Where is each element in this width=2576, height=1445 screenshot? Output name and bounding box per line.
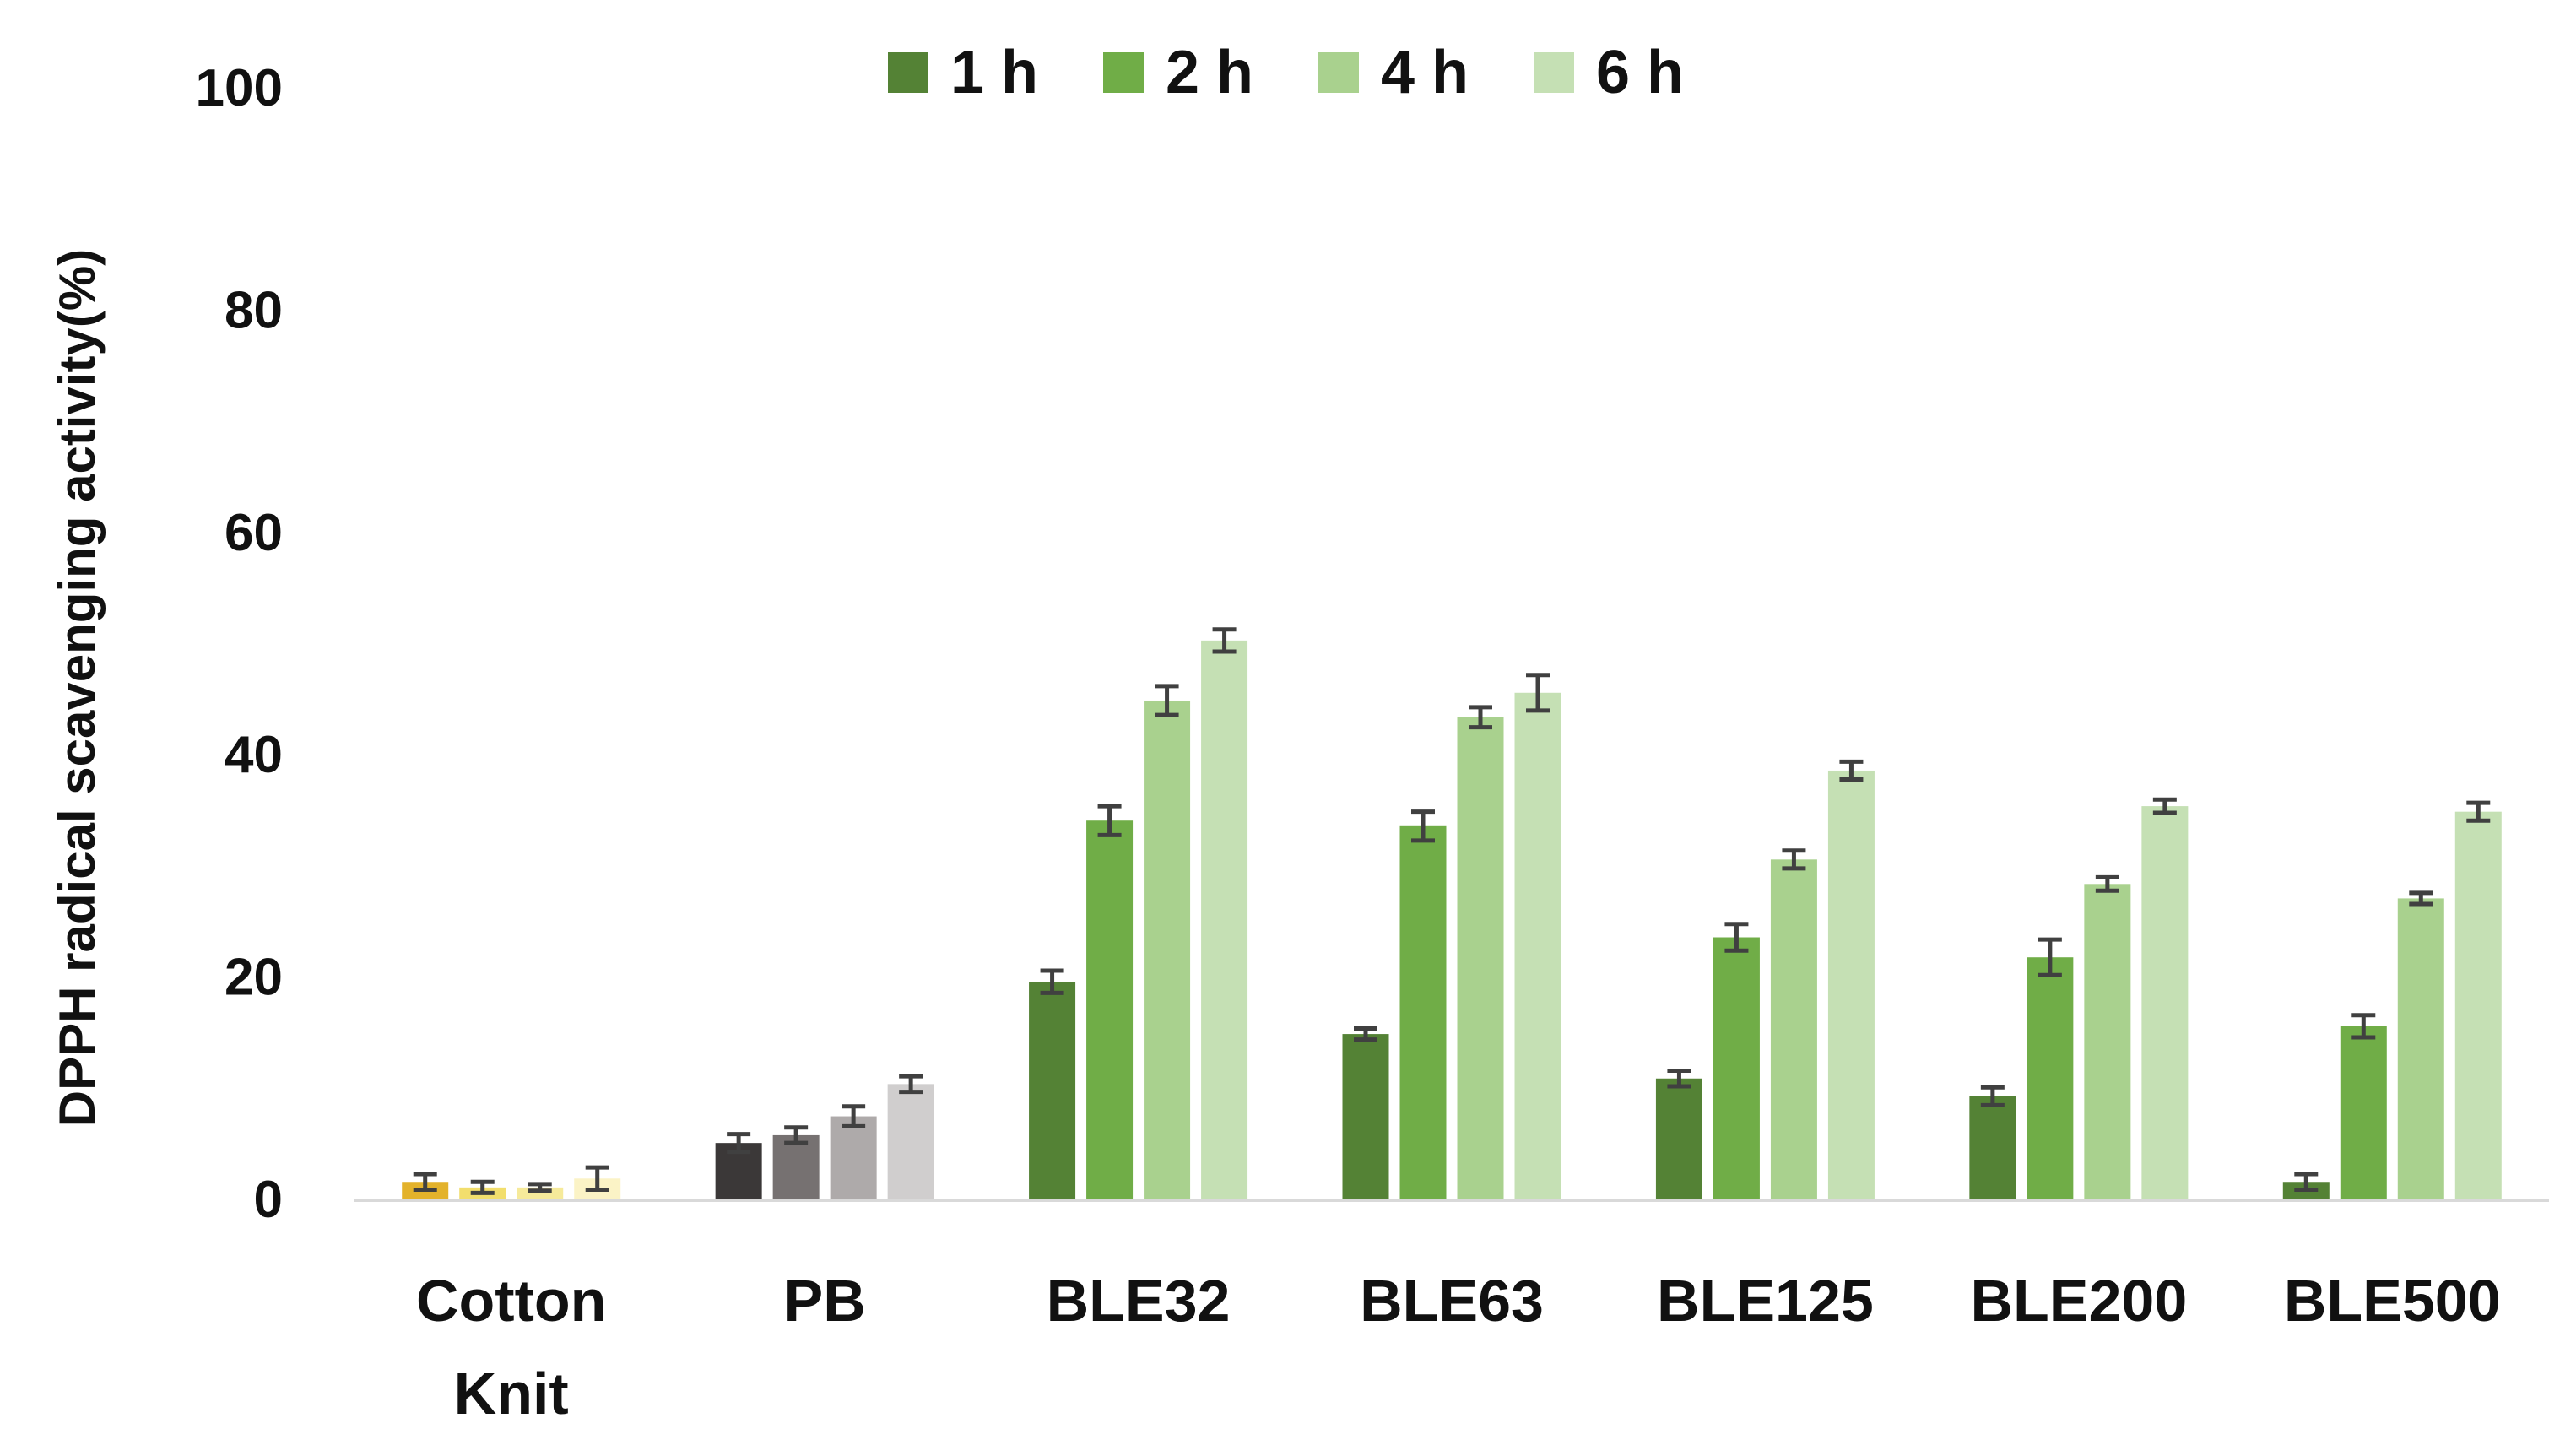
x-tick-label: BLE500 [2284, 1268, 2501, 1334]
bar [887, 1084, 934, 1199]
error-bars [413, 627, 2491, 1195]
x-tick-label: BLE200 [1970, 1268, 2187, 1334]
bar [2084, 884, 2131, 1199]
legend-swatch [1534, 52, 1574, 93]
y-tick-label: 20 [225, 949, 283, 1007]
legend-label: 2 h [1166, 39, 1253, 106]
error-bar [1212, 627, 1237, 654]
error-bar [528, 1182, 552, 1193]
x-axis-labels: Cotton Knit PB BLE32 BLE63 BLE125 BLE200 BLE500 [416, 1268, 2501, 1426]
x-tick-label: Cotton [416, 1268, 606, 1334]
legend-label: 4 h [1381, 39, 1469, 106]
x-tick-label: PB [784, 1268, 866, 1334]
error-bar [2095, 874, 2119, 893]
error-bar [2351, 1013, 2376, 1040]
bar [2397, 898, 2444, 1199]
legend-label: 6 h [1596, 39, 1684, 106]
error-bar [842, 1104, 866, 1128]
error-bar [1411, 809, 1435, 843]
bar [1770, 859, 1817, 1199]
bar [1342, 1034, 1389, 1199]
bars [402, 640, 2502, 1199]
error-bar [470, 1179, 495, 1195]
error-bar [1980, 1085, 2005, 1107]
bar [1457, 717, 1504, 1199]
bar [1713, 937, 1760, 1199]
y-tick-label: 40 [225, 726, 283, 784]
y-tick-label: 100 [196, 59, 283, 117]
x-tick-label: Knit [454, 1361, 569, 1426]
x-tick-label: BLE125 [1657, 1268, 1874, 1334]
legend: 1 h 2 h 4 h 6 h [888, 39, 1684, 106]
bar [1514, 692, 1561, 1199]
bar [2027, 957, 2074, 1199]
y-tick-label: 80 [225, 281, 283, 339]
error-bar [585, 1165, 609, 1192]
error-bar [727, 1132, 751, 1155]
legend-label: 1 h [950, 39, 1038, 106]
bar [1655, 1078, 1702, 1199]
x-tick-label: BLE32 [1047, 1268, 1231, 1334]
error-bar [1667, 1069, 1691, 1089]
error-bar [1724, 922, 1749, 953]
bar [1029, 982, 1076, 1199]
error-bar [2294, 1172, 2319, 1192]
y-tick-label: 0 [254, 1171, 283, 1229]
error-bar [2038, 937, 2062, 977]
bar [1969, 1096, 2016, 1199]
bar [1086, 820, 1134, 1199]
error-bar [1097, 804, 1122, 837]
y-axis-ticks: 0 20 40 60 80 100 [196, 59, 283, 1229]
error-bar [413, 1172, 437, 1192]
bar [1399, 825, 1447, 1199]
bar [830, 1116, 877, 1199]
error-bar [1155, 684, 1179, 717]
error-bar [2466, 800, 2491, 823]
error-bar [2409, 890, 2433, 907]
error-bar [1469, 705, 1492, 730]
error-bar [2152, 797, 2177, 815]
error-bar [1526, 673, 1550, 713]
bar [772, 1134, 820, 1199]
error-bar [1040, 968, 1064, 995]
legend-swatch [1318, 52, 1359, 93]
bar [1201, 640, 1248, 1199]
bar [1827, 770, 1875, 1199]
y-axis-label: DPPH radical scavenging activity(%) [49, 249, 106, 1127]
legend-swatch [1103, 52, 1144, 93]
bar [1144, 700, 1191, 1199]
bar [2340, 1026, 2387, 1199]
y-tick-label: 60 [225, 504, 283, 562]
error-bar [1839, 759, 1864, 782]
error-bar [784, 1125, 809, 1145]
bar [2141, 806, 2189, 1199]
bar [2454, 811, 2502, 1199]
error-bar [899, 1074, 923, 1095]
x-tick-label: BLE63 [1360, 1268, 1544, 1334]
error-bar [1782, 848, 1806, 871]
error-bar [1354, 1026, 1377, 1042]
legend-swatch [888, 52, 928, 93]
